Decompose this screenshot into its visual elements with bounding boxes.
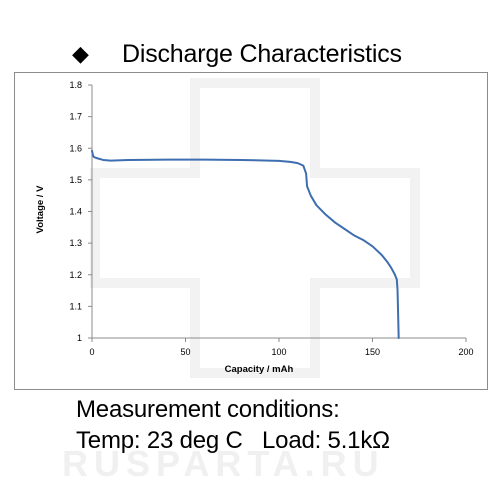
x-axis-title: Capacity / mAh — [225, 364, 294, 375]
y-tick-label: 1.1 — [69, 301, 82, 311]
y-axis-title: Voltage / V — [35, 185, 46, 234]
y-tick-label: 1.5 — [69, 175, 82, 185]
plot-axes — [88, 84, 467, 342]
y-tick-label: 1.3 — [69, 238, 82, 248]
y-tick-label: 1.4 — [69, 207, 82, 217]
tick-labels: 1 1.1 1.2 1.3 1.4 1.5 1.6 1.7 1.8 0 50 100 150 200 — [69, 80, 473, 357]
watermark-cross-shape — [90, 78, 420, 378]
x-tick-label: 50 — [180, 347, 190, 357]
x-tick-label: 0 — [89, 347, 94, 357]
y-tick-label: 1.7 — [69, 112, 82, 122]
heading-title: Discharge Characteristics — [122, 39, 402, 68]
chart-frame: 1 1.1 1.2 1.3 1.4 1.5 1.6 1.7 1.8 0 50 100 150 200 Ca… — [14, 72, 488, 390]
x-tick-label: 100 — [271, 347, 286, 357]
y-tick-label: 1.2 — [69, 270, 82, 280]
measurement-conditions: Measurement conditions: Temp: 23 deg C L… — [76, 394, 390, 456]
x-tick-label: 200 — [458, 347, 473, 357]
series-line-discharge — [91, 149, 400, 339]
conditions-line-1: Measurement conditions: — [76, 396, 340, 423]
chart-heading: ◆ Discharge Characteristics — [72, 36, 402, 72]
y-tick-label: 1.6 — [69, 143, 82, 153]
diamond-bullet-icon: ◆ — [72, 41, 89, 66]
conditions-line-2: Temp: 23 deg C Load: 5.1kΩ — [76, 427, 390, 454]
watermark-text: RUSPARTA.RU — [62, 443, 385, 484]
y-tick-label: 1.8 — [69, 80, 82, 90]
x-tick-label: 150 — [365, 347, 380, 357]
discharge-chart: 1 1.1 1.2 1.3 1.4 1.5 1.6 1.7 1.8 0 50 100 150 200 Ca… — [35, 78, 474, 378]
y-tick-label: 1 — [77, 333, 82, 343]
